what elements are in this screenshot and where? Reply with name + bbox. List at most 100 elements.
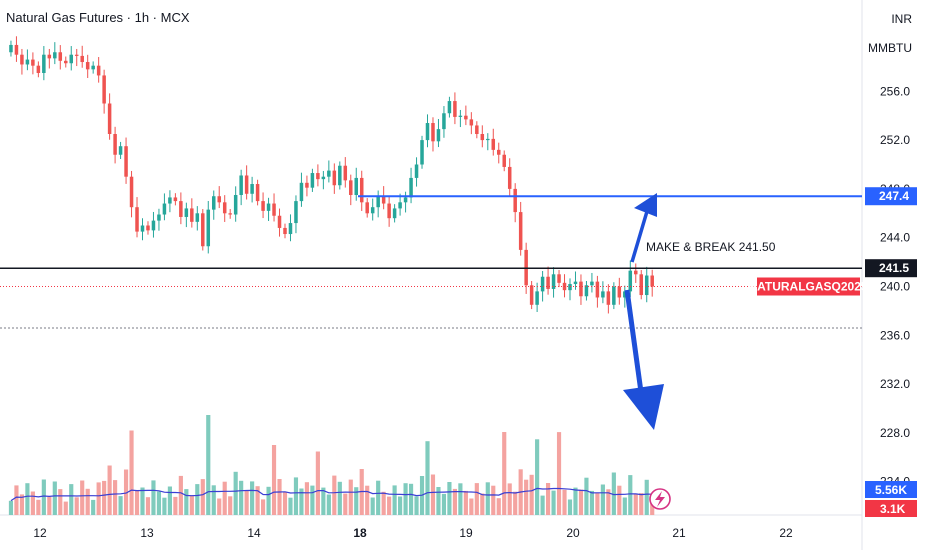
symbol-tag-bg <box>757 277 860 296</box>
volume-bar <box>25 483 30 515</box>
resistance-tag: 247.4 <box>879 189 909 203</box>
volume-bar <box>228 496 233 515</box>
candle-body <box>387 203 391 219</box>
volume-bar <box>436 487 441 515</box>
down-arrow-head <box>623 384 664 430</box>
volume-bar <box>578 489 584 515</box>
volume-bar <box>102 480 107 515</box>
candle-body <box>162 203 167 215</box>
candle-body <box>475 125 479 134</box>
candle-body <box>354 177 359 195</box>
volume-bar <box>535 439 540 515</box>
up-arrow-shaft <box>630 207 650 263</box>
volume-bar <box>513 491 518 515</box>
candle-body <box>573 281 578 285</box>
candle-body <box>425 123 430 141</box>
candle-body <box>606 291 611 305</box>
volume-tag: 5.56K <box>875 483 907 497</box>
candle-body <box>409 177 413 198</box>
candle-body <box>206 209 211 247</box>
candle-body <box>299 182 304 202</box>
candle-body <box>343 165 348 181</box>
volume-bar <box>387 496 392 515</box>
unit-label[interactable]: MMBTU <box>868 41 912 55</box>
volume-bar <box>425 441 430 515</box>
candle-body <box>25 59 30 65</box>
volume-bar <box>540 495 545 515</box>
price-tick-label: 252.0 <box>880 133 910 147</box>
level-tag-bg <box>865 259 917 278</box>
volume-bar <box>304 482 310 515</box>
volume-bar <box>447 482 452 515</box>
volume-bar <box>85 488 90 515</box>
price-tick-label: 236.0 <box>880 328 910 342</box>
down-arrow-shaft <box>624 289 644 393</box>
candle-body <box>157 214 161 221</box>
volume-bar <box>162 497 167 515</box>
volume-bar <box>113 480 118 515</box>
volume-bar <box>381 491 386 515</box>
volume-bar <box>474 483 479 515</box>
volume-bar <box>52 481 57 515</box>
volume-bar <box>507 483 512 515</box>
volume-bar <box>156 491 162 515</box>
volume-bar <box>458 483 463 515</box>
volume-ma-tag-bg <box>865 500 917 517</box>
candle-body <box>332 170 337 186</box>
volume-bar <box>321 487 326 515</box>
candle-body <box>628 270 633 292</box>
volume-tag-bg <box>865 481 917 498</box>
volume-bar <box>430 474 436 515</box>
volume-bar <box>370 497 375 515</box>
volume-bar <box>628 475 633 515</box>
candle-body <box>140 225 145 232</box>
candle-body <box>58 52 63 61</box>
candle-body <box>239 175 243 195</box>
time-tick-label: 18 <box>353 526 367 540</box>
volume-bar <box>8 500 14 515</box>
volume-bar <box>556 432 562 515</box>
candle-body <box>464 115 468 120</box>
candle-body <box>190 208 194 222</box>
volume-bar <box>239 480 244 515</box>
candle-body <box>491 138 496 150</box>
candle-body <box>102 75 106 104</box>
volume-bar <box>19 494 25 515</box>
volume-bar <box>567 499 573 515</box>
candle-body <box>579 281 583 297</box>
volume-bar <box>260 499 266 515</box>
candle-body <box>266 203 271 211</box>
volume-bar <box>408 483 414 515</box>
time-tick-label: 13 <box>140 526 154 540</box>
candle-body <box>36 65 41 73</box>
volume-bar <box>288 497 293 515</box>
volume-bar <box>299 488 304 515</box>
candle-body <box>338 165 342 186</box>
volume-bar <box>524 479 529 515</box>
volume-bar <box>469 498 474 515</box>
candle-body <box>294 201 298 224</box>
candle-body <box>96 65 101 76</box>
candle-body <box>107 103 112 134</box>
volume-bar <box>315 451 320 515</box>
candle-body <box>9 44 13 53</box>
volume-bar <box>584 477 589 515</box>
volume-bar <box>606 489 611 515</box>
currency-label[interactable]: INR <box>891 12 912 26</box>
volume-bar <box>354 487 359 515</box>
candle-body <box>447 101 452 114</box>
volume-bar <box>107 465 112 515</box>
volume-bar <box>250 481 255 515</box>
candle-body <box>518 212 523 250</box>
volume-bar <box>282 491 288 515</box>
volume-bar <box>639 493 644 515</box>
volume-bar <box>96 482 101 515</box>
volume-bar <box>266 486 271 515</box>
volume-bar <box>14 485 19 515</box>
candle-body <box>85 62 90 70</box>
candle-body <box>14 44 19 55</box>
volume-bar <box>206 415 211 515</box>
candle-body <box>496 149 501 155</box>
volume-ma-line <box>10 487 653 502</box>
